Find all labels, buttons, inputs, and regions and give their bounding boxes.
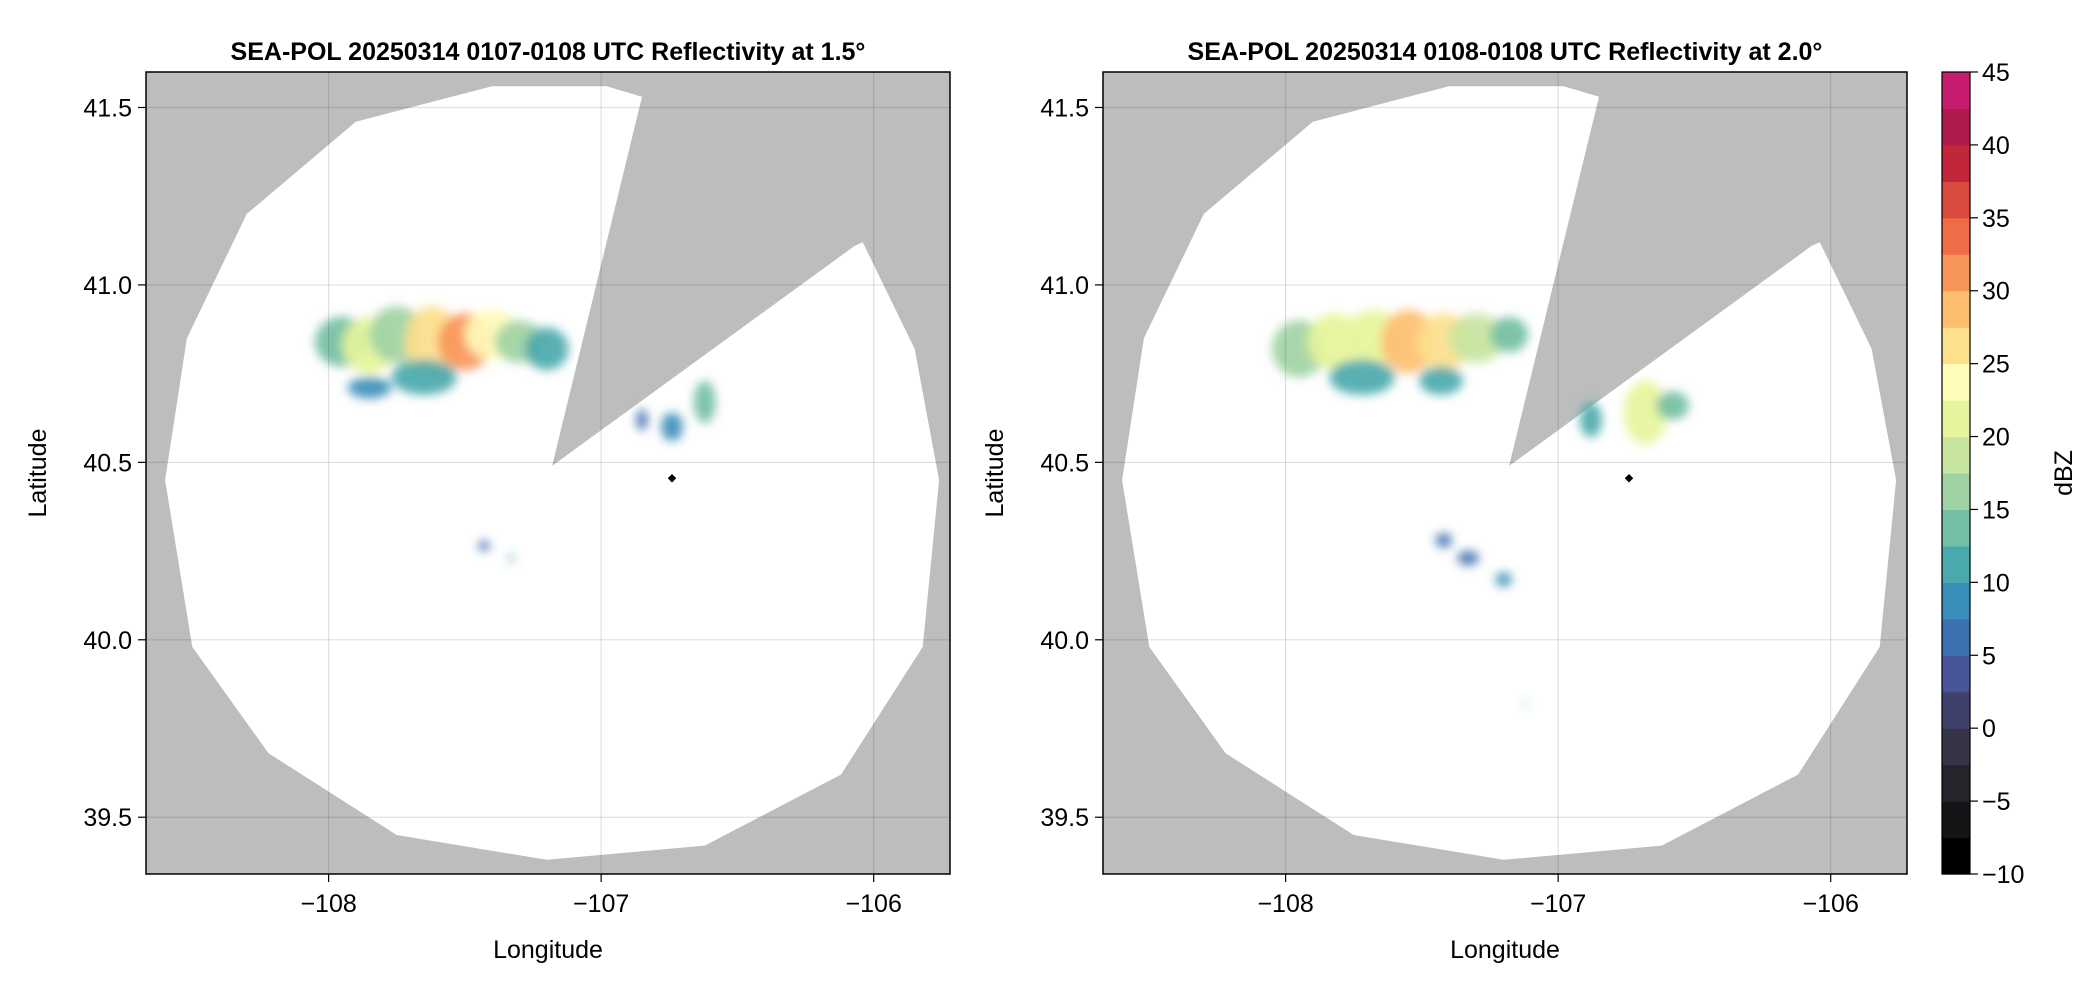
panel-2-y-axis-label: Latitude xyxy=(981,429,1009,518)
panel-2-echo-14 xyxy=(1495,572,1512,587)
colorbar-swatch-14 xyxy=(1942,327,1970,365)
panel-1-axes-frame xyxy=(145,71,951,875)
panel-1-echo-8 xyxy=(391,359,457,395)
panel-2-x-axis-label: Longitude xyxy=(1450,936,1560,964)
colorbar-tick-label-8: 30 xyxy=(1982,278,2010,306)
panel-2-echo-6 xyxy=(1490,316,1529,353)
colorbar-tick-label-0: −10 xyxy=(1982,861,2024,889)
colorbar-swatch-8 xyxy=(1942,545,1970,583)
colorbar-tick-label-6: 20 xyxy=(1982,424,2010,452)
panel-2-x-tick-label-1: −107 xyxy=(1530,890,1586,918)
panel-1-echo-7 xyxy=(524,327,569,371)
colorbar-swatch-1 xyxy=(1942,801,1970,839)
panel-2-y-tick-label-1: 40.0 xyxy=(1040,627,1089,655)
panel-2-echo-15 xyxy=(1524,700,1527,707)
colorbar-tick-label-10: 40 xyxy=(1982,132,2010,160)
panel-2-radar-site-marker xyxy=(1624,474,1634,483)
panel-2-echo-7 xyxy=(1329,359,1395,395)
panel-1-x-axis-label: Longitude xyxy=(493,936,603,964)
panel-1-echo-9 xyxy=(347,377,392,399)
panel-1-x-tick-label-2: −106 xyxy=(846,890,902,918)
colorbar-swatch-10 xyxy=(1942,473,1970,511)
colorbar-swatch-5 xyxy=(1942,655,1970,693)
colorbar-tick-label-3: 5 xyxy=(1982,642,1996,670)
panel-2-echoes xyxy=(1271,309,1689,707)
panel-2-y-tick-label-3: 41.0 xyxy=(1040,272,1089,300)
colorbar-swatch-20 xyxy=(1942,108,1970,146)
colorbar-swatch-3 xyxy=(1942,728,1970,766)
colorbar-swatch-12 xyxy=(1942,400,1970,438)
panel-2-echo-10 xyxy=(1656,391,1689,420)
panel-1-y-axis-label: Latitude xyxy=(24,429,52,518)
panel-1-echo-11 xyxy=(661,412,683,442)
colorbar-swatch-11 xyxy=(1942,436,1970,474)
colorbar-swatch-15 xyxy=(1942,290,1970,328)
colorbar-tick-label-5: 15 xyxy=(1982,496,2010,524)
colorbar-tick-label-2: 0 xyxy=(1982,715,1996,743)
colorbar-tick-label-1: −5 xyxy=(1982,788,2011,816)
colorbar: −10 −5 0 5 10 15 20 25 30 35 40 45 dBZ xyxy=(1941,59,2078,889)
panel-2-echo-12 xyxy=(1435,533,1452,548)
colorbar-swatch-16 xyxy=(1942,254,1970,292)
colorbar-swatches xyxy=(1942,72,1970,875)
colorbar-swatch-13 xyxy=(1942,363,1970,401)
panel-2-x-ticks: −108 −107 −106 xyxy=(1257,874,1859,918)
colorbar-frame xyxy=(1941,71,1971,875)
panel-1-echo-13 xyxy=(478,540,490,551)
panel-1-title: SEA-POL 20250314 0107-0108 UTC Reflectiv… xyxy=(231,38,866,66)
colorbar-swatch-21 xyxy=(1942,72,1970,110)
colorbar-swatch-2 xyxy=(1942,764,1970,802)
panel-1-echo-14 xyxy=(508,554,514,562)
colorbar-swatch-19 xyxy=(1942,144,1970,182)
colorbar-tick-label-7: 25 xyxy=(1982,351,2010,379)
panel-2-radar-coverage xyxy=(1122,86,1897,860)
panel-1-y-tick-label-2: 40.5 xyxy=(83,449,132,477)
colorbar-swatch-0 xyxy=(1942,837,1970,875)
panel-1-radar-site-marker xyxy=(667,474,677,483)
panel-2-echo-11 xyxy=(1580,402,1602,438)
panel-1-x-tick-label-0: −108 xyxy=(300,890,356,918)
panel-1-y-tick-label-1: 40.0 xyxy=(83,627,132,655)
panel-2-echo-9 xyxy=(1623,380,1668,445)
colorbar-swatch-6 xyxy=(1942,618,1970,656)
panel-1-x-tick-label-1: −107 xyxy=(573,890,629,918)
panel-2: SEA-POL 20250314 0108-0108 UTC Reflectiv… xyxy=(981,38,1908,964)
panel-2-y-tick-label-0: 39.5 xyxy=(1040,804,1089,832)
panel-1-y-tick-label-0: 39.5 xyxy=(83,804,132,832)
panel-1-echoes xyxy=(314,306,716,562)
colorbar-label: dBZ xyxy=(2050,450,2078,496)
panel-2-echo-5 xyxy=(1449,313,1504,363)
colorbar-swatch-18 xyxy=(1942,181,1970,219)
panel-2-echo-8 xyxy=(1419,366,1463,395)
panel-1-y-ticks: 39.5 40.0 40.5 41.0 41.5 xyxy=(83,94,146,832)
panel-2-echo-13 xyxy=(1457,551,1480,566)
panel-2-gridlines xyxy=(1103,72,1907,874)
panel-2-title: SEA-POL 20250314 0108-0108 UTC Reflectiv… xyxy=(1188,38,1823,66)
colorbar-tick-label-9: 35 xyxy=(1982,205,2010,233)
panel-1-y-tick-label-4: 41.5 xyxy=(83,94,132,122)
panel-1-echo-12 xyxy=(636,409,648,431)
colorbar-swatch-9 xyxy=(1942,509,1970,547)
panel-1-y-tick-label-3: 41.0 xyxy=(83,272,132,300)
panel-1-echo-10 xyxy=(693,380,716,424)
colorbar-swatch-4 xyxy=(1942,691,1970,729)
colorbar-swatch-17 xyxy=(1942,217,1970,255)
panel-2-y-tick-label-2: 40.5 xyxy=(1040,449,1089,477)
panel-2-y-tick-label-4: 41.5 xyxy=(1040,94,1089,122)
panel-2-x-tick-label-2: −106 xyxy=(1803,890,1859,918)
panel-1-x-ticks: −108 −107 −106 xyxy=(300,874,902,918)
panel-1: SEA-POL 20250314 0107-0108 UTC Reflectiv… xyxy=(24,38,951,964)
panel-2-x-tick-label-0: −108 xyxy=(1257,890,1313,918)
colorbar-tick-label-11: 45 xyxy=(1982,59,2010,87)
colorbar-ticks: −10 −5 0 5 10 15 20 25 30 35 40 45 xyxy=(1970,59,2024,889)
panel-2-axes-frame xyxy=(1102,71,1908,875)
colorbar-tick-label-4: 10 xyxy=(1982,569,2010,597)
panel-1-radar-coverage xyxy=(165,86,940,860)
panel-2-y-ticks: 39.5 40.0 40.5 41.0 41.5 xyxy=(1040,94,1103,832)
panel-1-gridlines xyxy=(146,72,950,874)
colorbar-swatch-7 xyxy=(1942,582,1970,620)
